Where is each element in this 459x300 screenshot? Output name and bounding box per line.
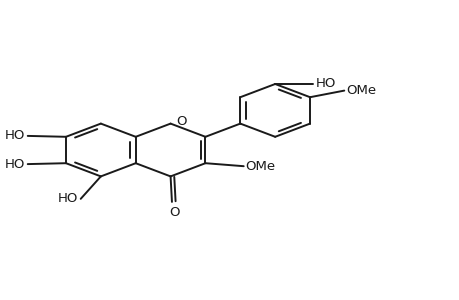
Text: O: O — [176, 115, 186, 128]
Text: HO: HO — [5, 129, 25, 142]
Text: OMe: OMe — [245, 160, 275, 173]
Text: O: O — [168, 206, 179, 218]
Text: HO: HO — [5, 158, 25, 171]
Text: HO: HO — [58, 192, 78, 205]
Text: OMe: OMe — [346, 84, 376, 97]
Text: HO: HO — [315, 77, 336, 91]
